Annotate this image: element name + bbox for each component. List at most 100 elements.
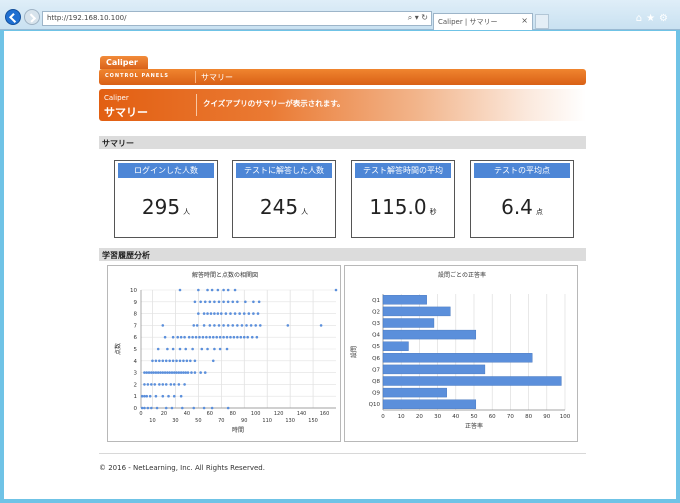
scatter-point [239, 335, 243, 339]
scatter-point [190, 371, 193, 374]
scatter-point [198, 335, 201, 339]
scatter-point [231, 324, 235, 327]
scatter-point [140, 406, 144, 410]
scatter-point [222, 335, 225, 339]
header-divider [196, 94, 197, 116]
control-panels-link[interactable]: CONTROL PANELS [105, 73, 170, 79]
address-bar[interactable]: http://192.168.10.100/ ⌕ ▾ ↻ [42, 11, 432, 26]
scatter-chart-panel: 解答時間と点数の相関図 0 1 2 3 4 5 6 7 8 9 10 0 20 40 60 80 100 120 14… [107, 265, 341, 442]
x-tick-label: 80 [525, 414, 532, 420]
category-label: Q2 [372, 309, 380, 315]
back-button[interactable] [5, 9, 21, 25]
scatter-point [197, 312, 200, 315]
control-panel-bar: CONTROL PANELS サマリー [99, 69, 586, 85]
scatter-point [158, 383, 161, 386]
scatter-point [242, 335, 246, 339]
scatter-point [206, 288, 209, 292]
x-tick-label: 10 [149, 418, 155, 424]
section-summary: サマリー [99, 136, 586, 149]
x-tick-label: 30 [172, 418, 178, 424]
scatter-point [217, 324, 221, 327]
scatter-point [201, 335, 205, 339]
bar [382, 318, 435, 328]
scatter-point [176, 335, 180, 339]
scatter-point [194, 335, 198, 339]
page-header: Caliper サマリー クイズアプリのサマリーが表示されます。 [99, 89, 586, 121]
header-app-name: Caliper [104, 94, 129, 102]
scatter-point [226, 288, 230, 292]
scatter-point [186, 371, 190, 374]
scatter-point [250, 335, 254, 339]
scatter-point [211, 335, 215, 339]
scatter-point [244, 300, 247, 304]
scatter-point [195, 324, 199, 327]
x-tick-label: 10 [398, 414, 405, 420]
scatter-point [210, 406, 214, 410]
x-tick-label-upper: 20 [161, 411, 167, 417]
category-label: Q1 [372, 298, 380, 304]
search-refresh-icon[interactable]: ⌕ ▾ ↻ [407, 13, 428, 22]
scatter-point [169, 383, 173, 386]
x-tick-label: 30 [434, 414, 441, 420]
scatter-point [175, 359, 178, 363]
x-tick-label: 60 [489, 414, 496, 420]
new-tab-button[interactable] [535, 14, 549, 29]
scatter-point [182, 371, 185, 374]
scatter-point [179, 335, 183, 339]
scatter-point [161, 394, 165, 398]
forward-button[interactable] [24, 9, 40, 25]
scatter-point [210, 288, 214, 292]
x-tick-label-upper: 160 [320, 411, 330, 417]
scatter-point [202, 312, 206, 315]
home-favorites-settings-icons[interactable]: ⌂★⚙ [635, 13, 672, 24]
scatter-point [146, 383, 150, 386]
scatter-point [225, 335, 229, 339]
x-tick-label: 50 [195, 418, 201, 424]
scatter-point [147, 371, 151, 374]
category-label: Q5 [372, 344, 380, 350]
scatter-point [192, 324, 196, 327]
scatter-point [166, 371, 169, 374]
scatter-point [257, 300, 261, 304]
y-tick-label: 6 [134, 335, 138, 341]
scatter-point [161, 324, 165, 327]
scatter-point [334, 288, 338, 292]
browser-tab[interactable]: Caliper | サマリー × [433, 13, 533, 30]
scatter-point [200, 347, 204, 351]
scatter-point [236, 300, 239, 304]
scatter-point [193, 300, 197, 304]
scatter-point [154, 394, 158, 398]
scatter-point [161, 359, 165, 363]
bar [382, 376, 562, 386]
scatter-point [177, 383, 181, 386]
scatter-point [170, 406, 174, 410]
stat-card-value: 6.4 [501, 195, 533, 219]
stat-card-value: 115.0 [369, 195, 427, 219]
scatter-point [199, 300, 202, 304]
bar [382, 387, 447, 398]
scatter-point [213, 347, 216, 351]
category-label: Q3 [372, 321, 380, 327]
x-tick-label: 70 [218, 418, 224, 424]
scatter-point [183, 383, 186, 386]
stat-card-avg-time: テスト解答時間の平均 115.0 秒 [351, 160, 455, 238]
scatter-point [229, 312, 232, 315]
scatter-point [206, 312, 209, 315]
scatter-point [252, 300, 255, 304]
scatter-point [150, 383, 153, 386]
scatter-point [168, 371, 171, 374]
panel-divider [195, 71, 196, 83]
close-tab-icon[interactable]: × [521, 16, 528, 25]
stat-card-unit: 人 [301, 208, 309, 216]
x-tick-label-upper: 0 [139, 411, 142, 417]
scatter-point [233, 288, 237, 292]
scatter-point [242, 312, 246, 315]
scatter-point [226, 300, 230, 304]
scatter-point [206, 347, 209, 351]
scatter-point [167, 394, 170, 398]
x-tick-label: 150 [308, 418, 318, 424]
y-tick-label: 10 [130, 288, 137, 294]
brand-tab[interactable]: Caliper [100, 56, 148, 69]
scatter-point [159, 371, 162, 374]
stat-card-unit: 秒 [429, 208, 437, 216]
